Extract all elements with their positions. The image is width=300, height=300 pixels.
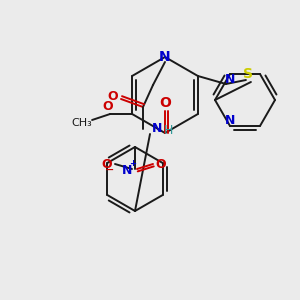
Text: O: O — [108, 91, 118, 103]
Text: +: + — [130, 160, 136, 169]
Text: N: N — [225, 115, 235, 128]
Text: N: N — [122, 164, 132, 178]
Text: H: H — [163, 124, 173, 137]
Text: N: N — [152, 122, 162, 136]
Text: −: − — [105, 165, 115, 175]
Text: CH₃: CH₃ — [72, 118, 92, 128]
Text: O: O — [102, 158, 112, 170]
Text: O: O — [159, 96, 171, 110]
Text: N: N — [225, 73, 235, 85]
Text: S: S — [243, 67, 253, 81]
Text: N: N — [159, 50, 171, 64]
Text: O: O — [103, 100, 113, 112]
Text: O: O — [156, 158, 166, 170]
